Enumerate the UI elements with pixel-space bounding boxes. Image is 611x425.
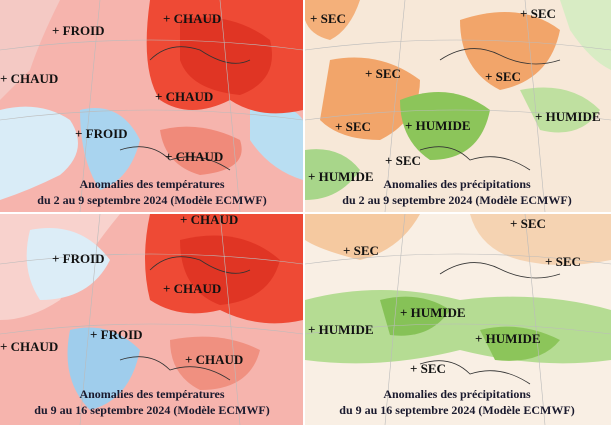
map-label: + CHAUD <box>180 212 238 227</box>
map-label: + CHAUD <box>0 339 58 354</box>
caption-dates: du 2 au 9 septembre 2024 (Modèle ECMWF) <box>342 193 571 207</box>
map-label: + SEC <box>385 153 421 168</box>
map-label: + CHAUD <box>165 149 223 164</box>
map-label: + SEC <box>410 361 446 376</box>
map-label: + HUMIDE <box>308 322 374 337</box>
map-label: + HUMIDE <box>475 331 541 346</box>
separator <box>0 212 611 214</box>
map-label: + SEC <box>310 11 346 26</box>
map-label: + SEC <box>343 243 379 258</box>
caption-dates: du 2 au 9 septembre 2024 (Modèle ECMWF) <box>37 193 266 207</box>
temperature-map <box>0 214 303 425</box>
map-label: + SEC <box>510 216 546 231</box>
map-label: + FROID <box>52 251 105 266</box>
precipitation-map <box>305 0 611 212</box>
map-label: + CHAUD <box>163 11 221 26</box>
precipitation-map <box>305 214 611 425</box>
map-label: + FROID <box>52 23 105 38</box>
map-label: + SEC <box>520 6 556 21</box>
map-label: + HUMIDE <box>535 109 601 124</box>
map-label: + HUMIDE <box>400 305 466 320</box>
caption-title: Anomalies des températures <box>79 387 224 401</box>
map-label: + SEC <box>545 254 581 269</box>
map-label: + SEC <box>335 119 371 134</box>
map-label: + FROID <box>75 126 128 141</box>
map-label: + FROID <box>90 327 143 342</box>
map-label: + CHAUD <box>155 89 213 104</box>
temperature-map <box>0 0 303 212</box>
map-label: + HUMIDE <box>405 118 471 133</box>
map-label: + HUMIDE <box>308 169 374 184</box>
map-label: + SEC <box>485 69 521 84</box>
caption-title: Anomalies des précipitations <box>383 177 531 191</box>
caption-dates: du 9 au 16 septembre 2024 (Modèle ECMWF) <box>34 403 269 417</box>
caption-dates: du 9 au 16 septembre 2024 (Modèle ECMWF) <box>339 403 574 417</box>
map-label: + CHAUD <box>185 352 243 367</box>
map-label: + CHAUD <box>163 281 221 296</box>
caption-title: Anomalies des précipitations <box>383 387 531 401</box>
map-label: + SEC <box>365 66 401 81</box>
map-label: + CHAUD <box>0 71 58 86</box>
caption-title: Anomalies des températures <box>79 177 224 191</box>
